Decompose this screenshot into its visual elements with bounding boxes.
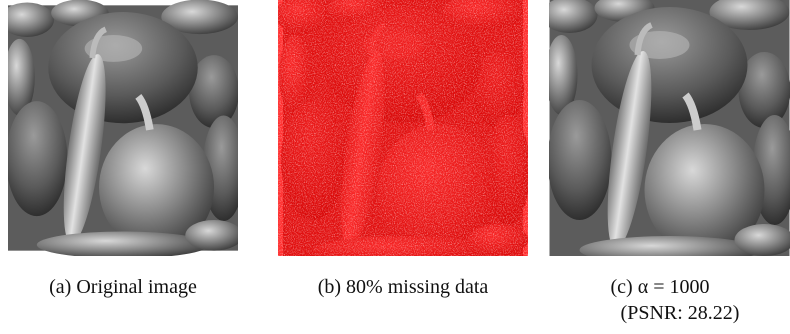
original-image: [0, 0, 244, 258]
figure: (a) Original image (b) 80% missing data …: [0, 0, 790, 334]
caption: (c) α = 1000: [560, 276, 760, 299]
caption: (a) Original image: [8, 276, 238, 299]
figure-images: [0, 0, 790, 260]
caption: (PSNR: 28.22): [580, 302, 780, 325]
missing-data-image: [275, 0, 530, 260]
reconstructed-image: [542, 0, 790, 260]
caption: (b) 80% missing data: [278, 276, 528, 299]
